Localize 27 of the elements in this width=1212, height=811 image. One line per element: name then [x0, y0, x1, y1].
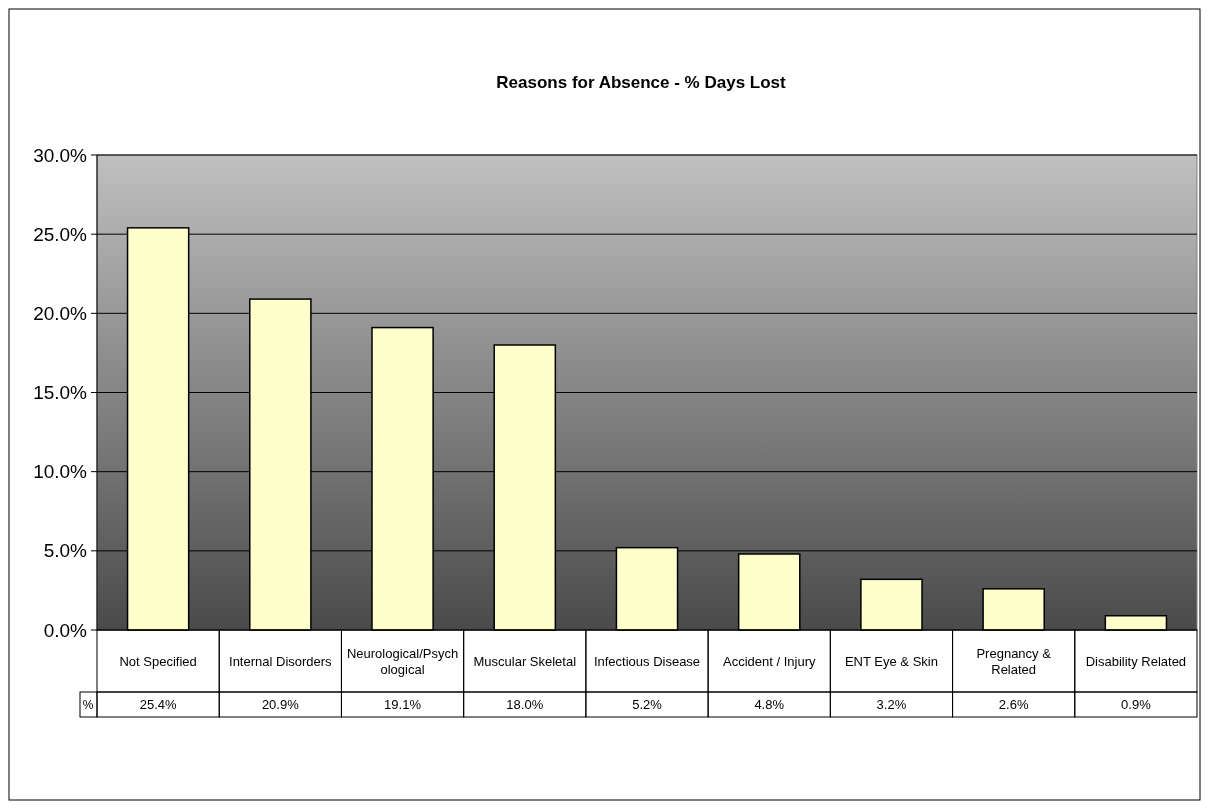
- y-tick-label: 10.0%: [33, 461, 88, 483]
- y-tick-label: 0.0%: [43, 619, 88, 641]
- x-tick-label: Neurological/Psychological: [346, 645, 459, 677]
- text: 3.2%: [876, 697, 907, 713]
- x-tick-label: Disability Related: [1085, 653, 1187, 669]
- text: %: [82, 697, 94, 712]
- x-tick-label: Pregnancy & Related: [976, 645, 1052, 677]
- y-tick-label: 20.0%: [33, 302, 88, 324]
- y-tick-label: 25.0%: [33, 223, 88, 245]
- y-tick-label: 5.0%: [43, 540, 88, 562]
- text: 19.1%: [384, 697, 421, 713]
- x-tick-label: Muscular Skeletal: [473, 653, 577, 669]
- chart-title: Reasons for Absence - % Days Lost: [496, 73, 787, 92]
- y-tick-label: 30.0%: [33, 144, 88, 166]
- x-tick-label: Not Specified: [119, 653, 197, 669]
- x-tick-label: Internal Disorders: [229, 653, 333, 669]
- x-tick-label: ENT Eye & Skin: [844, 653, 938, 669]
- text: 5.2%: [632, 697, 662, 713]
- text: 2.6%: [998, 697, 1029, 713]
- x-tick-label: Accident / Injury: [722, 653, 816, 669]
- text: 18.0%: [506, 697, 544, 713]
- text: 4.8%: [754, 697, 785, 713]
- text: 20.9%: [261, 697, 299, 713]
- text: 25.4%: [139, 697, 177, 713]
- x-tick-label: Infectious Disease: [593, 653, 701, 669]
- y-tick-label: 15.0%: [33, 382, 88, 404]
- text: 0.9%: [1121, 697, 1151, 713]
